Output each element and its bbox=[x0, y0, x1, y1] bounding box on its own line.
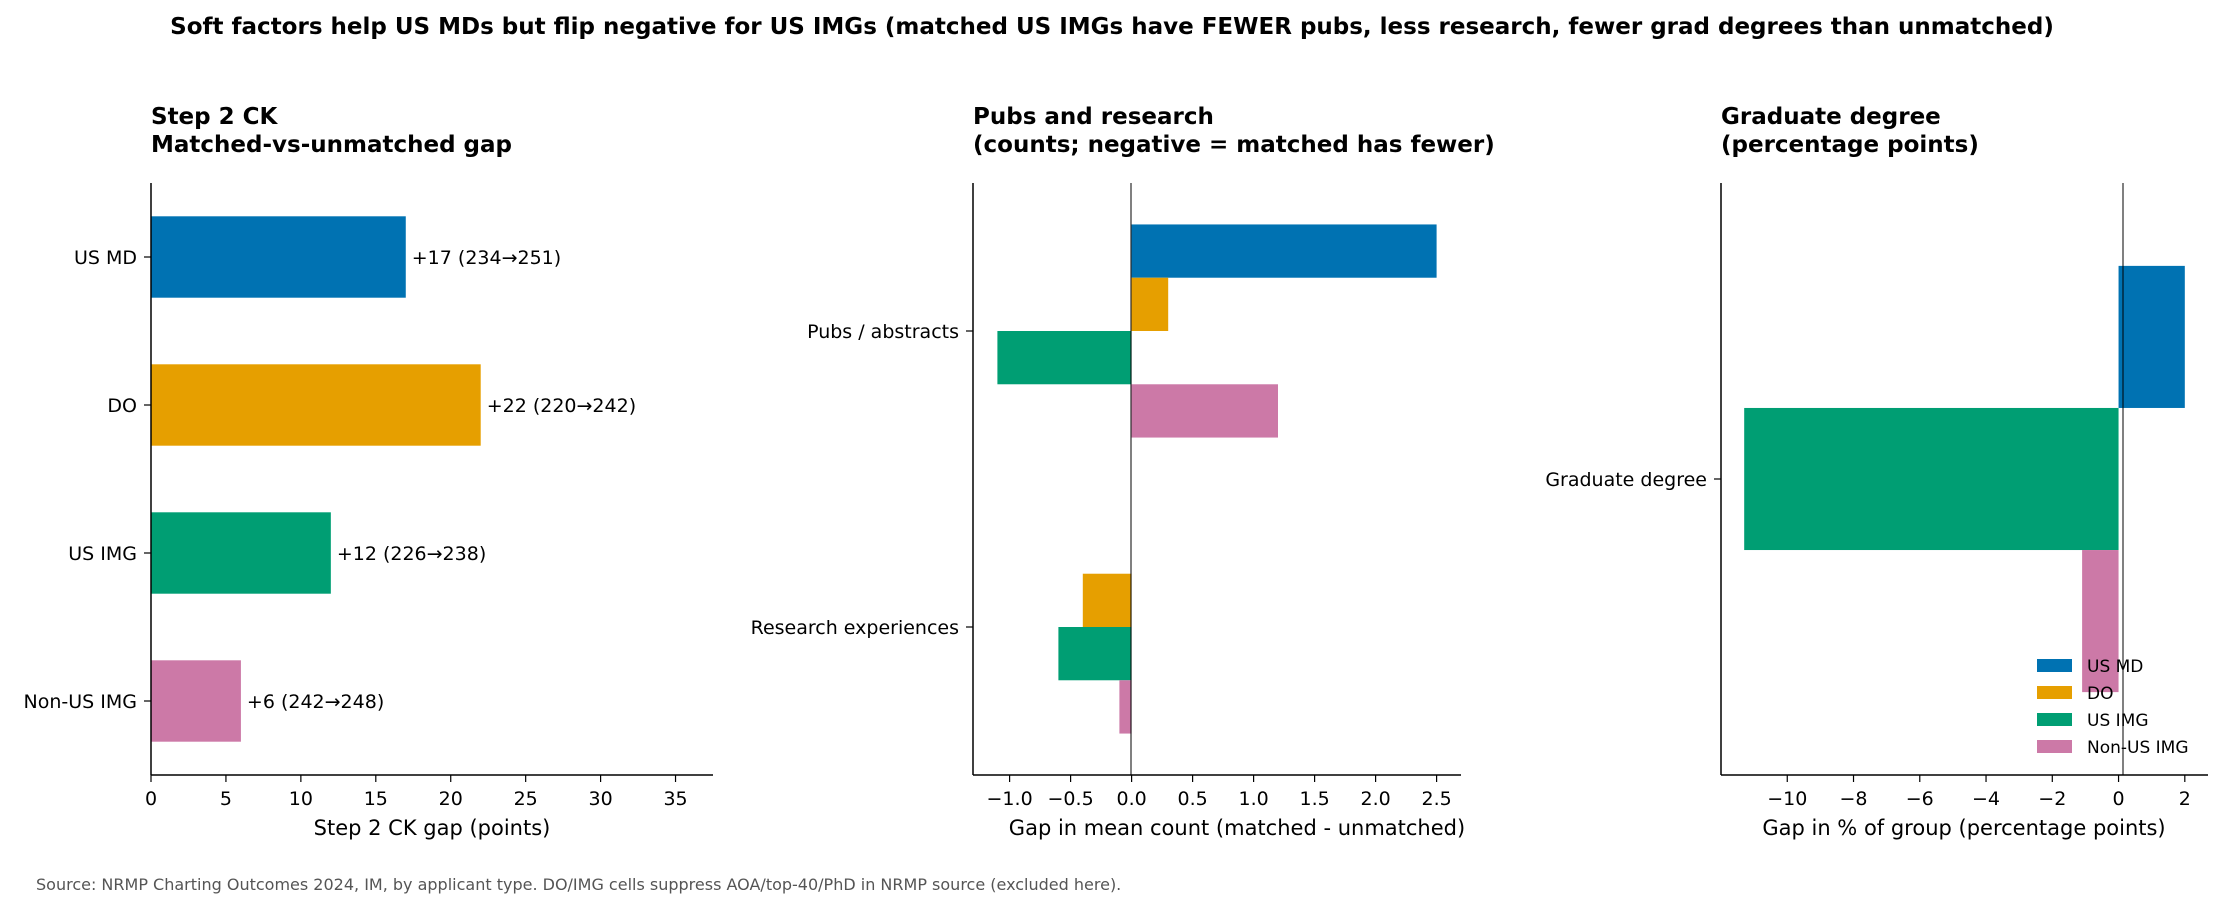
x-tick-label: −10 bbox=[1767, 788, 1807, 810]
bar-data-label: +6 (242→248) bbox=[247, 691, 384, 713]
x-tick-labels: −10 −8 −6 −4 −2 0 2 bbox=[1767, 775, 2191, 810]
x-tick-label: 30 bbox=[589, 788, 613, 810]
panel-title-line-1: Graduate degree bbox=[1721, 104, 1941, 130]
x-tick-label: 35 bbox=[663, 788, 687, 810]
bar-us-img bbox=[1744, 407, 2119, 551]
panel-graduate-degree: Graduate degree (percentage points) Grad… bbox=[1545, 104, 2208, 840]
panel-pubs-research: Pubs and research (counts; negative = ma… bbox=[751, 104, 1495, 840]
bar-non-us-img bbox=[1131, 384, 1278, 438]
x-tick-label: 0.0 bbox=[1116, 788, 1146, 810]
legend-swatch-us-md bbox=[2037, 659, 2072, 672]
figure-title: Soft factors help US MDs but flip negati… bbox=[170, 14, 2054, 40]
bar-non-us-img bbox=[151, 660, 241, 742]
y-tick-label: Graduate degree bbox=[1545, 469, 1707, 491]
x-tick-label: 15 bbox=[364, 788, 388, 810]
bar-data-labels: +17 (234→251) +22 (220→242) +12 (226→238) +… bbox=[247, 247, 636, 713]
bar-do bbox=[151, 364, 481, 446]
bar-data-label: +22 (220→242) bbox=[487, 395, 636, 417]
x-axis-label: Gap in % of group (percentage points) bbox=[1762, 816, 2165, 840]
x-tick-label: −0.5 bbox=[1048, 788, 1094, 810]
legend-swatch-us-img bbox=[2037, 713, 2072, 726]
bar-data-label: +12 (226→238) bbox=[337, 543, 486, 565]
source-note: Source: NRMP Charting Outcomes 2024, IM,… bbox=[36, 875, 1121, 894]
bar-group bbox=[1744, 265, 2185, 693]
legend-label: US MD bbox=[2087, 657, 2143, 677]
bar-do bbox=[1082, 573, 1132, 627]
y-tick-labels: Pubs / abstracts Research experiences bbox=[751, 321, 973, 639]
bar-us-img bbox=[997, 331, 1132, 385]
x-tick-label: 25 bbox=[514, 788, 538, 810]
panel-title-line-2: (percentage points) bbox=[1721, 132, 1979, 158]
x-tick-label: −1.0 bbox=[987, 788, 1033, 810]
y-tick-labels: Graduate degree bbox=[1545, 469, 1721, 491]
legend: US MD DO US IMG Non-US IMG bbox=[2037, 657, 2189, 758]
y-tick-label: DO bbox=[107, 395, 137, 417]
x-tick-label: 1.5 bbox=[1299, 788, 1329, 810]
x-tick-label: 0.5 bbox=[1177, 788, 1207, 810]
bar-data-label: +17 (234→251) bbox=[412, 247, 561, 269]
panel-step2ck: Step 2 CK Matched-vs-unmatched gap +17 (… bbox=[24, 104, 713, 840]
x-tick-label: −6 bbox=[1906, 788, 1934, 810]
x-tick-label: 2.0 bbox=[1360, 788, 1390, 810]
bar-us-md bbox=[151, 216, 406, 298]
y-tick-label: Pubs / abstracts bbox=[807, 321, 959, 343]
panel-title-line-2: Matched-vs-unmatched gap bbox=[151, 132, 512, 158]
x-tick-label: 0 bbox=[2113, 788, 2125, 810]
x-tick-labels: −1.0 −0.5 0.0 0.5 1.0 1.5 2.0 2.5 bbox=[987, 775, 1452, 810]
bar-us-md bbox=[1131, 224, 1437, 278]
y-tick-label: Research experiences bbox=[751, 617, 959, 639]
panel-title-line-1: Step 2 CK bbox=[151, 104, 279, 130]
x-tick-label: 1.0 bbox=[1238, 788, 1268, 810]
bar-us-md bbox=[2118, 265, 2185, 408]
legend-label: Non-US IMG bbox=[2087, 738, 2189, 758]
bar-non-us-img bbox=[2082, 550, 2119, 693]
panel-title-line-2: (counts; negative = matched has fewer) bbox=[973, 132, 1495, 158]
bar-do bbox=[1131, 277, 1169, 331]
bar-group bbox=[997, 224, 1437, 734]
legend-label: DO bbox=[2087, 684, 2113, 704]
x-tick-label: 10 bbox=[289, 788, 313, 810]
x-tick-label: 2.5 bbox=[1421, 788, 1451, 810]
x-tick-label: −8 bbox=[1840, 788, 1868, 810]
x-tick-label: 5 bbox=[220, 788, 232, 810]
bar-group bbox=[151, 216, 481, 742]
x-tick-labels: 0 5 10 15 20 25 30 35 bbox=[145, 775, 688, 810]
legend-swatch-non-us-img bbox=[2037, 740, 2072, 753]
y-tick-label: Non-US IMG bbox=[24, 691, 137, 713]
legend-swatch-do bbox=[2037, 686, 2072, 699]
x-axis-label: Step 2 CK gap (points) bbox=[314, 816, 551, 840]
x-tick-label: −4 bbox=[1972, 788, 2000, 810]
x-tick-label: −2 bbox=[2038, 788, 2066, 810]
panel-title-line-1: Pubs and research bbox=[973, 104, 1214, 130]
y-tick-labels: US MD DO US IMG Non-US IMG bbox=[24, 247, 151, 713]
bar-non-us-img bbox=[1119, 680, 1132, 734]
x-tick-label: 20 bbox=[439, 788, 463, 810]
y-tick-label: US IMG bbox=[68, 543, 137, 565]
y-tick-label: US MD bbox=[74, 247, 137, 269]
bar-us-img bbox=[1058, 627, 1132, 681]
bar-us-img bbox=[151, 512, 331, 594]
x-tick-label: 2 bbox=[2179, 788, 2191, 810]
x-axis-label: Gap in mean count (matched - unmatched) bbox=[1009, 816, 1465, 840]
x-tick-label: 0 bbox=[145, 788, 157, 810]
legend-label: US IMG bbox=[2087, 711, 2149, 731]
